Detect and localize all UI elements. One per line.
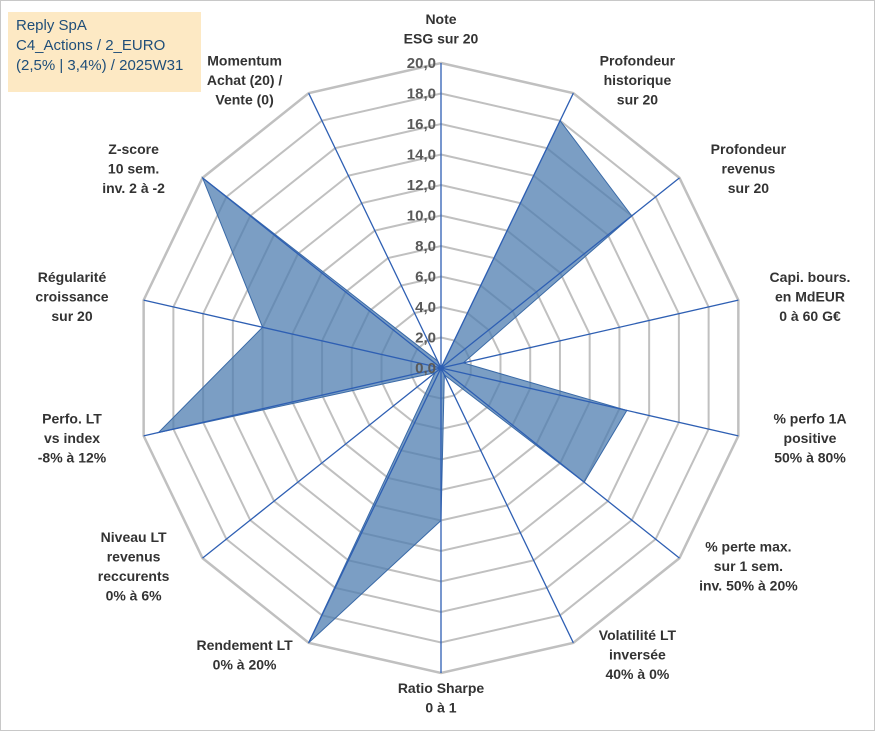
axis-spoke [440, 367, 574, 644]
axis-label: % perte max. [705, 539, 791, 555]
info-box: Reply SpA C4_Actions / 2_EURO (2,5% | 3,… [8, 12, 201, 92]
axis-label: revenus [722, 160, 776, 176]
axis-spoke [202, 367, 442, 559]
axis-label: 10 sem. [108, 160, 159, 176]
info-category: C4_Actions / 2_EURO [16, 37, 166, 54]
axis-label: sur 20 [51, 308, 92, 324]
axis-label: Régularité [38, 269, 107, 285]
axis-label: inversée [609, 647, 666, 663]
axis-label: Note [425, 11, 456, 27]
axis-spoke [308, 92, 442, 369]
axis-label: Momentum [207, 52, 282, 68]
tick-label: 16,0 [407, 116, 436, 133]
axis-label: 0 à 1 [425, 700, 456, 716]
axis-label: Z-score [108, 141, 159, 157]
axis-spoke [440, 299, 739, 369]
axis-spoke [440, 367, 739, 437]
info-company: Reply SpA [16, 17, 87, 34]
axis-label: 40% à 0% [605, 666, 669, 682]
axis-label: ESG sur 20 [404, 31, 479, 47]
axis-label: reccurents [98, 568, 170, 584]
axis-label: vs index [44, 430, 100, 446]
tick-label: 4,0 [415, 299, 436, 316]
axis-label: croissance [35, 288, 108, 304]
tick-label: 18,0 [407, 86, 436, 103]
axis-label: % perfo 1A [773, 411, 846, 427]
axis-label: Vente (0) [215, 91, 273, 107]
tick-label: 6,0 [415, 269, 436, 286]
axis-label: Perfo. LT [42, 411, 102, 427]
axis-label: 0% à 20% [213, 656, 277, 672]
axis-label: sur 20 [728, 180, 769, 196]
axis-label: inv. 50% à 20% [699, 578, 798, 594]
axis-label: -8% à 12% [38, 450, 107, 466]
axis-spoke [143, 367, 442, 437]
axis-label: Niveau LT [101, 529, 167, 545]
axis-label: Profondeur [600, 52, 676, 68]
tick-label: 2,0 [415, 330, 436, 347]
axis-label: 0 à 60 G€ [779, 308, 841, 324]
axis-label: Rendement LT [196, 637, 293, 653]
axis-label: Capi. bours. [770, 269, 851, 285]
axis-label: en MdEUR [775, 288, 845, 304]
axis-label: 50% à 80% [774, 450, 846, 466]
axis-label: positive [784, 430, 837, 446]
axis-label: Volatilité LT [599, 627, 677, 643]
axis-label: historique [604, 72, 672, 88]
axis-label: Profondeur [711, 141, 787, 157]
axis-spoke [440, 177, 680, 369]
axis-spoke [202, 177, 442, 369]
info-period: (2,5% | 3,4%) / 2025W31 [16, 57, 184, 74]
axis-spoke [308, 367, 442, 644]
tick-label: 12,0 [407, 177, 436, 194]
axis-label: 0% à 6% [106, 587, 163, 603]
axis-spoke [440, 92, 574, 369]
tick-label: 10,0 [407, 208, 436, 225]
tick-label: 8,0 [415, 238, 436, 255]
axis-spoke [143, 299, 442, 369]
tick-label: 14,0 [407, 147, 436, 164]
axis-label: revenus [107, 548, 161, 564]
axis-spoke [440, 367, 680, 559]
axis-label: Achat (20) / [207, 72, 283, 88]
axis-label: Ratio Sharpe [398, 680, 485, 696]
tick-label: 20,0 [407, 55, 436, 72]
axis-label: sur 1 sem. [714, 558, 783, 574]
axis-label: inv. 2 à -2 [102, 180, 165, 196]
tick-label: 0,0 [415, 360, 436, 377]
axis-label: sur 20 [617, 91, 658, 107]
